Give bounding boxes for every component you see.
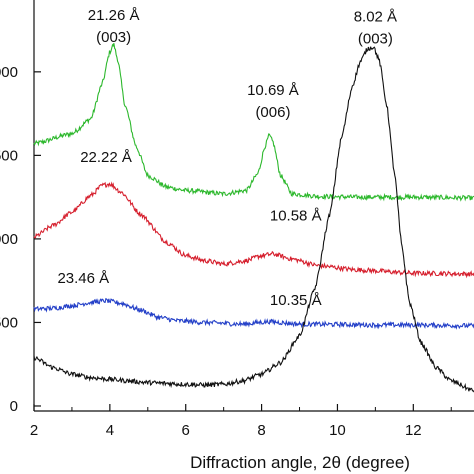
x-axis-label: Diffraction angle, 2θ (degree) xyxy=(190,453,410,472)
x-tick-label: 12 xyxy=(405,422,422,439)
y-tick-label: 0 xyxy=(10,398,18,415)
x-tick-label: 4 xyxy=(106,422,114,439)
peak-annotation: 10.35 Å xyxy=(270,292,322,309)
peak-annotation: 8.02 Å xyxy=(354,9,397,26)
y-tick-label: 1500 xyxy=(0,147,18,164)
series-line-4 xyxy=(33,46,474,393)
series-line-1 xyxy=(33,43,474,202)
peak-annotation: 10.69 Å xyxy=(247,82,299,99)
x-tick-label: 8 xyxy=(257,422,265,439)
peak-annotation: (003) xyxy=(96,29,131,46)
peak-annotation: (006) xyxy=(255,104,290,121)
x-tick-label: 2 xyxy=(30,422,38,439)
series-line-2 xyxy=(33,181,474,279)
x-tick-label: 6 xyxy=(182,422,190,439)
peak-annotation: 10.58 Å xyxy=(270,208,322,225)
y-tick-label: 500 xyxy=(0,314,18,331)
peak-annotation: 22.22 Å xyxy=(80,149,132,166)
peak-annotation: 21.26 Å xyxy=(88,7,140,24)
x-tick-label: 10 xyxy=(329,422,346,439)
peak-annotation: 23.46 Å xyxy=(57,270,109,287)
y-tick-label: 1000 xyxy=(0,231,18,248)
peak-annotation: (003) xyxy=(358,31,393,48)
series-line-3 xyxy=(33,297,474,330)
